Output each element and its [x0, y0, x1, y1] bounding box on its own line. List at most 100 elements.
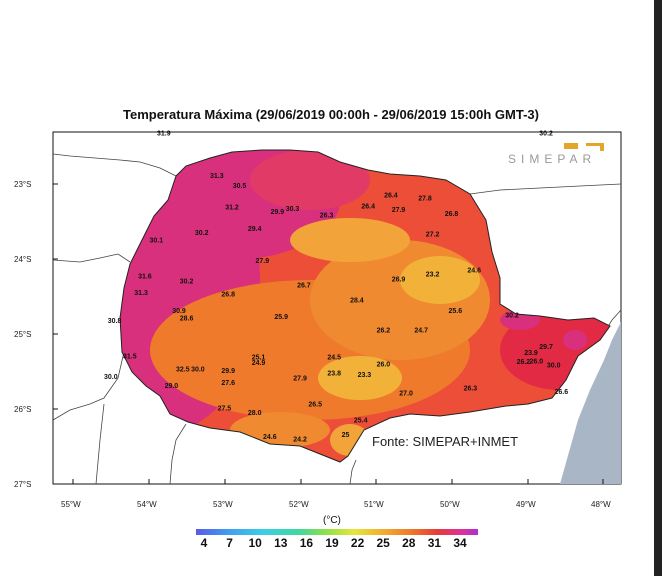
legend-tick-label: 31	[427, 536, 442, 550]
station-value: 23.8	[327, 370, 341, 377]
map-title: Temperatura Máxima (29/06/2019 00:00h - …	[123, 107, 539, 122]
station-value: 30.2	[539, 130, 553, 137]
lon-label: 52°W	[289, 500, 309, 509]
legend-tick-label: 7	[226, 536, 233, 550]
station-value: 28.0	[248, 410, 262, 417]
station-value: 26.0	[529, 358, 543, 365]
lat-axis: 23°S 24°S 25°S 26°S 27°S	[14, 180, 58, 489]
lat-label: 26°S	[14, 405, 31, 414]
lon-label: 48°W	[591, 500, 611, 509]
legend-tick-label: 19	[325, 536, 339, 550]
station-value: 29.4	[248, 226, 262, 233]
station-value: 31.3	[210, 173, 224, 180]
station-value: 25.4	[354, 418, 368, 425]
lon-label: 55°W	[61, 500, 81, 509]
station-value: 26.3	[320, 213, 334, 220]
lon-label: 49°W	[516, 500, 536, 509]
legend-tick-label: 22	[350, 536, 365, 550]
station-value: 27.9	[255, 258, 269, 265]
station-value: 24.6	[467, 268, 481, 275]
station-value: 25.1	[252, 355, 266, 362]
legend-tick-label: 16	[299, 536, 314, 550]
legend-tick-label: 34	[453, 536, 467, 550]
station-value: 27.6	[221, 380, 235, 387]
legend-colorbar	[196, 529, 478, 535]
legend-tick-label: 13	[274, 536, 288, 550]
station-value: 28.6	[180, 316, 194, 323]
legend-unit: (°C)	[323, 515, 341, 526]
station-value: 30.0	[547, 363, 561, 370]
source-credit: Fonte: SIMEPAR+INMET	[372, 434, 519, 449]
station-value: 26.2	[377, 328, 391, 335]
station-value: 28.4	[350, 298, 364, 305]
legend-tick-label: 10	[248, 536, 262, 550]
station-value: 31.5	[123, 354, 137, 361]
station-value: 30.1	[149, 238, 163, 245]
station-value: 24.5	[327, 355, 341, 362]
lat-label: 24°S	[14, 255, 31, 264]
station-value: 26.2	[517, 359, 531, 366]
station-value: 26.3	[464, 385, 478, 392]
station-value: 30.2	[195, 230, 209, 237]
station-value: 30.9	[172, 308, 186, 315]
station-value: 26.7	[297, 283, 311, 290]
station-value: 23.3	[358, 372, 372, 379]
station-value: 27.5	[218, 406, 232, 413]
station-value: 30.5	[233, 183, 247, 190]
station-value: 27.9	[293, 376, 307, 383]
legend-tick-label: 4	[200, 536, 208, 550]
state-outline	[119, 149, 611, 463]
station-value: 24.6	[263, 434, 277, 441]
lon-label: 54°W	[137, 500, 157, 509]
station-value: 30.2	[505, 313, 519, 320]
station-value: 32.5	[176, 367, 190, 374]
lon-label: 51°W	[364, 500, 384, 509]
station-value: 26.4	[384, 193, 398, 200]
lat-label: 23°S	[14, 180, 31, 189]
station-value: 30.8	[108, 318, 122, 325]
legend-tick-label: 28	[402, 536, 416, 550]
ocean	[560, 322, 621, 484]
station-value: 29.0	[165, 383, 179, 390]
window-edge	[654, 0, 662, 576]
station-value: 24.7	[414, 328, 428, 335]
station-value: 26.8	[221, 292, 235, 299]
station-value: 30.0	[104, 374, 118, 381]
station-value: 26.5	[308, 402, 322, 409]
station-value: 30.0	[191, 367, 205, 374]
station-value: 26.0	[377, 361, 391, 368]
station-value: 31.2	[225, 205, 239, 212]
station-value: 26.4	[361, 204, 375, 211]
station-values: 31.931.330.531.229.9 30.326.4 27.826.4 27.9…	[104, 130, 568, 443]
lat-label: 27°S	[14, 480, 31, 489]
station-value: 27.9	[392, 207, 406, 214]
station-value: 31.3	[134, 290, 148, 297]
station-value: 30.3	[286, 206, 300, 213]
station-value: 26.9	[392, 277, 406, 284]
station-value: 26.8	[445, 211, 459, 218]
station-value: 27.2	[426, 232, 440, 239]
station-value: 30.2	[180, 279, 194, 286]
lat-label: 25°S	[14, 330, 31, 339]
station-value: 29.7	[539, 344, 553, 351]
simepar-logo: SIMEPAR	[506, 141, 610, 166]
legend-tick-label: 25	[376, 536, 390, 550]
legend-ticks: 4 7 10 13 16 19 22 25 28 31 34	[196, 536, 486, 550]
station-value: 26.6	[554, 389, 568, 396]
lon-axis: 55°W 54°W 53°W 52°W 51°W 50°W 49°W 48°W	[61, 479, 611, 509]
station-value: 25	[342, 432, 350, 439]
station-value: 23.2	[426, 271, 440, 278]
station-value: 25.6	[448, 308, 462, 315]
svg-text:SIMEPAR: SIMEPAR	[508, 152, 596, 165]
station-value: 29.9	[271, 209, 285, 216]
station-value: 23.9	[524, 350, 538, 357]
station-value: 25.9	[274, 314, 288, 321]
lon-label: 53°W	[213, 500, 233, 509]
station-value: 27.0	[399, 391, 413, 398]
station-value: 31.6	[138, 274, 152, 281]
lon-label: 50°W	[440, 500, 460, 509]
station-value: 24.9	[252, 360, 266, 367]
station-value: 31.9	[157, 130, 171, 137]
neighbor-borders	[52, 153, 622, 485]
